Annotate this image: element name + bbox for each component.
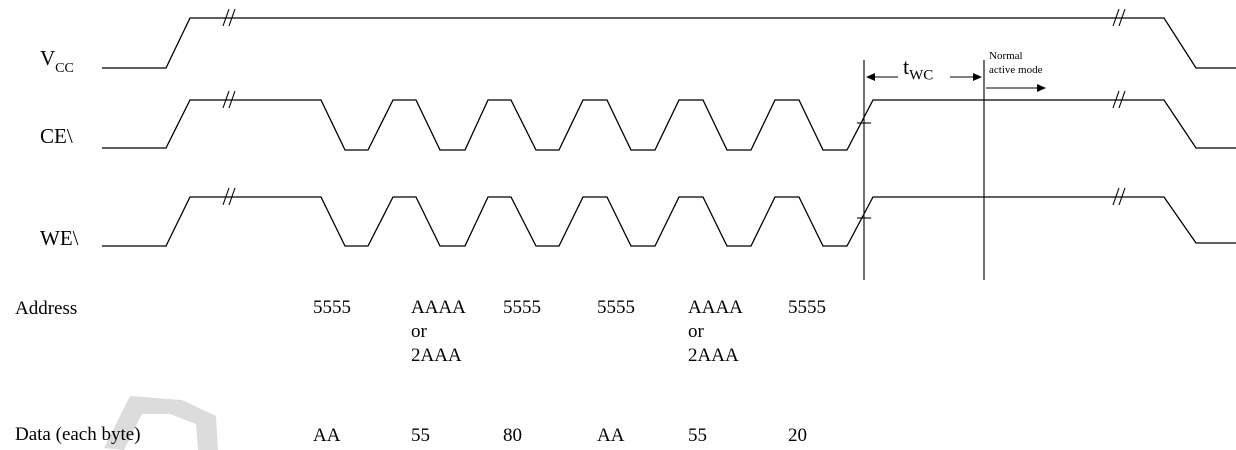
data-cell: 20 xyxy=(788,425,807,446)
we-waveform xyxy=(102,196,1236,247)
address-cell: AAAA or 2AAA xyxy=(411,297,466,366)
ce-label: CE\ xyxy=(40,124,73,148)
vcc-label-name: V xyxy=(40,46,56,70)
address-cell: 5555 xyxy=(597,297,635,318)
data-cell: 80 xyxy=(503,425,522,446)
normal-mode-line1: Normal xyxy=(989,50,1023,62)
ce-waveform xyxy=(102,99,1236,151)
twc-label-name: t xyxy=(903,54,910,79)
address-row-label: Address xyxy=(15,298,78,319)
data-cell: AA xyxy=(597,425,625,446)
twc-arrows xyxy=(866,73,982,81)
vcc-label: VCC xyxy=(40,46,74,77)
address-cell: 5555 xyxy=(788,297,826,318)
data-cell: 55 xyxy=(411,425,430,446)
vcc-waveform xyxy=(102,17,1236,69)
normal-mode-arrow xyxy=(986,84,1046,92)
address-cell: 5555 xyxy=(313,297,351,318)
data-row-label: Data (each byte) xyxy=(15,424,141,445)
twc-label-subscript: WC xyxy=(909,67,934,84)
break-marks xyxy=(222,8,1126,206)
vcc-label-subscript: CC xyxy=(55,61,74,77)
watermark-shape xyxy=(104,396,218,450)
address-cell: 5555 xyxy=(503,297,541,318)
address-cell: AAAA or 2AAA xyxy=(688,297,743,366)
data-cell: 55 xyxy=(688,425,707,446)
twc-label: tWC xyxy=(903,54,933,84)
data-cell: AA xyxy=(313,425,341,446)
normal-mode-line2: active mode xyxy=(989,64,1043,76)
we-label: WE\ xyxy=(40,226,79,250)
